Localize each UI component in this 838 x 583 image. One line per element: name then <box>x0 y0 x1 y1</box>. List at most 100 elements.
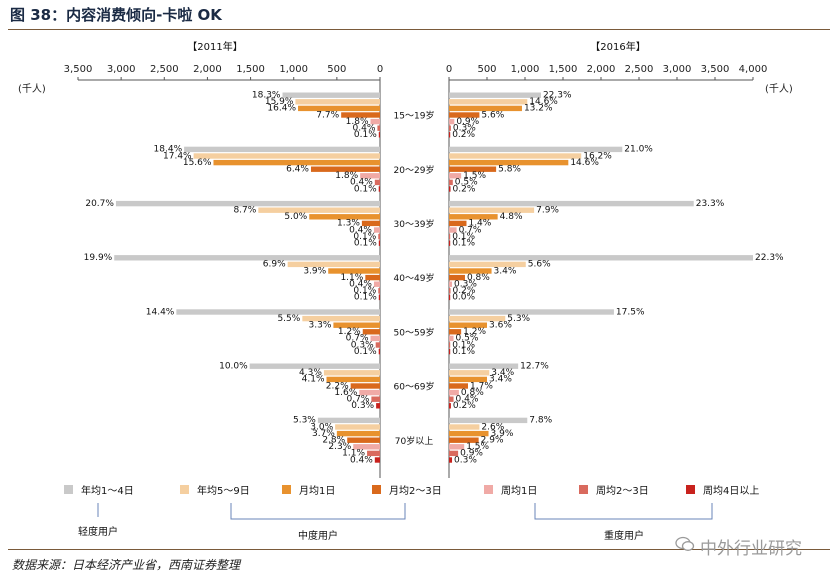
left-data-label: 18.4% <box>154 145 183 155</box>
right-data-label: 21.0% <box>624 145 653 155</box>
left-data-label: 15.9% <box>265 97 294 107</box>
right-data-label: 17.5% <box>616 307 645 317</box>
right-bar <box>449 207 535 213</box>
left-data-label: 15.6% <box>183 158 212 168</box>
right-data-label: 5.6% <box>481 110 504 120</box>
left-data-label: 7.7% <box>316 110 339 120</box>
legend-label: 月均1日 <box>299 485 335 497</box>
left-data-label: 2.3% <box>328 442 351 452</box>
right-data-label: 14.6% <box>529 97 558 107</box>
left-data-label: 0.4% <box>349 280 372 290</box>
left-bar <box>374 179 380 186</box>
left-bar <box>298 105 380 112</box>
right-bar <box>449 335 454 342</box>
left-bar <box>377 125 380 131</box>
left-data-label: 18.3% <box>252 91 281 101</box>
right-bar <box>449 132 451 138</box>
age-group-label: 50～59岁 <box>394 326 435 338</box>
right-data-label: 0.3% <box>454 455 477 465</box>
right-tick-label: 1,500 <box>549 64 578 75</box>
medium-user-bracket <box>230 503 406 520</box>
right-data-label: 0.4% <box>456 395 479 405</box>
left-data-label: 0.1% <box>353 286 376 296</box>
age-group-label: 30～39岁 <box>394 218 435 230</box>
right-data-label: 12.7% <box>520 362 549 372</box>
left-bar <box>374 457 380 463</box>
left-tick-label: 2,000 <box>193 64 222 75</box>
right-unit-label: (千人) <box>765 83 793 95</box>
right-bar <box>449 315 506 322</box>
left-tick-label: 2,500 <box>150 64 179 75</box>
left-data-label: 4.1% <box>302 375 325 385</box>
left-bar <box>213 159 380 166</box>
right-bar <box>449 383 468 389</box>
right-tick-label: 1,000 <box>511 64 540 75</box>
left-data-label: 3.9% <box>303 266 326 276</box>
right-bar <box>449 125 451 131</box>
right-data-label: 0.1% <box>452 239 475 249</box>
left-bar <box>371 396 380 402</box>
right-data-label: 0.9% <box>460 449 483 459</box>
right-tick-label: 3,000 <box>663 64 692 75</box>
right-data-label: 3.6% <box>489 321 512 331</box>
left-bar <box>295 99 380 105</box>
left-bar <box>373 227 380 233</box>
left-data-label: 16.4% <box>267 104 296 114</box>
right-bar <box>449 186 451 192</box>
right-data-label: 3.4% <box>489 375 512 385</box>
left-bar <box>335 424 380 430</box>
right-data-label: 4.8% <box>500 212 523 222</box>
left-data-label: 19.9% <box>84 253 113 263</box>
right-data-label: 7.9% <box>536 206 559 216</box>
right-bar <box>449 437 479 443</box>
right-bar <box>449 457 453 463</box>
right-bar <box>449 363 519 369</box>
left-data-label: 20.7% <box>85 199 114 209</box>
right-data-label: 0.8% <box>467 273 490 283</box>
left-panel-title: 【2011年】 <box>187 40 242 53</box>
right-bar <box>449 370 490 376</box>
right-tick-label: 0 <box>446 64 452 75</box>
left-bar <box>360 173 380 179</box>
right-data-label: 23.3% <box>696 199 725 209</box>
left-data-label: 8.7% <box>233 206 256 216</box>
left-bar <box>378 240 380 246</box>
right-data-label: 16.2% <box>583 151 612 161</box>
left-bar <box>333 322 380 328</box>
population-pyramid-chart: 【2011年】 (千人) 0 500 1,000 1,500 2,000 2,500 3,000… <box>18 40 793 542</box>
left-data-label: 6.4% <box>286 165 309 175</box>
light-user-label: 轻度用户 <box>78 525 118 538</box>
legend-swatch <box>372 485 381 494</box>
right-bar <box>449 376 487 383</box>
left-data-label: 1.1% <box>340 273 363 283</box>
heavy-user-bracket <box>534 503 713 520</box>
left-bar <box>258 207 380 213</box>
right-bar <box>449 220 467 227</box>
left-bar <box>376 403 380 409</box>
left-data-label: 0.3% <box>351 340 374 350</box>
right-tick-label: 2,500 <box>625 64 654 75</box>
left-data-label: 4.3% <box>299 368 322 378</box>
left-bar <box>367 450 380 457</box>
left-bar <box>115 200 381 207</box>
left-bar <box>378 294 380 301</box>
left-data-label: 0.1% <box>354 239 377 249</box>
left-data-label: 3.0% <box>310 422 333 432</box>
left-data-label: 1.6% <box>334 388 357 398</box>
source-rule <box>8 549 830 550</box>
legend-label: 周均4日以上 <box>703 485 759 497</box>
age-group-label: 40～49岁 <box>394 272 435 284</box>
right-data-label: 1.2% <box>463 327 486 337</box>
left-bar <box>359 389 380 396</box>
right-data-label: 3.4% <box>494 266 517 276</box>
source-note: 数据来源：日本经济产业省，西南证券整理 <box>12 558 241 572</box>
right-bar <box>449 233 451 240</box>
right-data-label: 1.7% <box>470 381 493 391</box>
left-bar <box>353 444 380 450</box>
right-data-label: 0.2% <box>453 401 476 411</box>
left-bar <box>378 348 380 355</box>
left-tick-label: 500 <box>327 64 346 75</box>
right-bar <box>449 146 623 153</box>
right-bar <box>449 214 498 220</box>
right-bar <box>449 240 451 246</box>
